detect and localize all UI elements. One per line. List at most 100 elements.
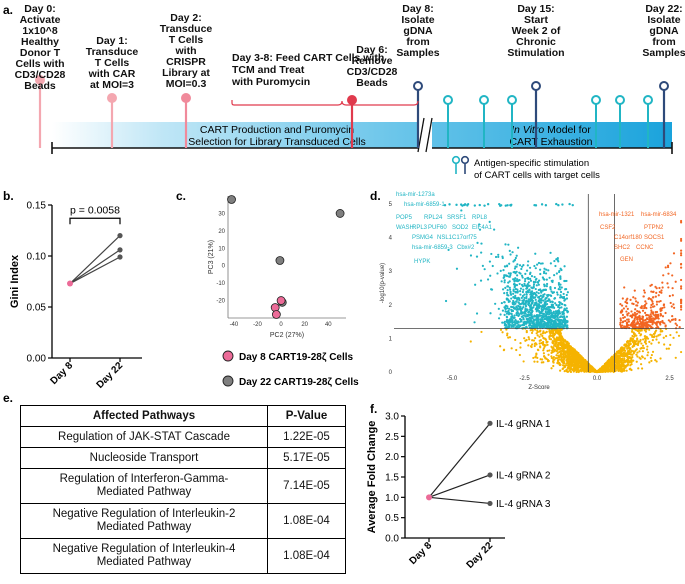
- d-point: [503, 320, 506, 323]
- d-point: [616, 357, 620, 360]
- d-point: [510, 312, 513, 315]
- d-point: [559, 347, 562, 350]
- d-point: [651, 335, 654, 338]
- d-point: [561, 321, 564, 324]
- d-point: [561, 360, 564, 363]
- d-point: [680, 266, 683, 269]
- d-point: [507, 300, 510, 303]
- d-point: [608, 359, 611, 362]
- d-point-top: [459, 203, 463, 206]
- d-point: [507, 243, 510, 246]
- d-point: [660, 330, 664, 333]
- d-point: [536, 281, 539, 284]
- d-point: [639, 334, 642, 337]
- d-point: [669, 320, 672, 323]
- d-point: [535, 277, 538, 280]
- event-line: T Cells: [95, 57, 130, 69]
- d-point: [556, 311, 559, 314]
- d-point: [537, 292, 540, 295]
- d-point: [552, 310, 555, 313]
- d-point: [530, 292, 533, 295]
- d-point: [539, 321, 542, 324]
- d-point: [494, 302, 497, 305]
- d-point: [633, 311, 636, 314]
- d-point: [636, 355, 639, 358]
- d-point: [505, 274, 508, 277]
- d-point: [553, 259, 556, 263]
- d-point: [490, 288, 493, 291]
- d-point: [549, 300, 552, 304]
- d-point: [542, 323, 545, 326]
- d-xtick-label: -5.0: [447, 376, 458, 382]
- d-point: [528, 288, 531, 292]
- d-point-top: [571, 203, 574, 207]
- d-point: [553, 344, 556, 347]
- d-point: [641, 356, 644, 359]
- d-point: [511, 251, 514, 254]
- d-point: [621, 355, 625, 358]
- d-point: [550, 312, 553, 315]
- d-point: [677, 334, 681, 337]
- d-point: [644, 318, 647, 322]
- d-point: [655, 287, 658, 290]
- d-point: [635, 360, 638, 363]
- d-point: [566, 370, 569, 373]
- c-point-day8: [276, 296, 286, 305]
- d-point: [639, 321, 643, 325]
- d-point: [649, 313, 652, 316]
- d-point: [549, 309, 552, 313]
- b-ytick-label: 0.10: [27, 252, 47, 263]
- d-point: [532, 286, 535, 289]
- d-point: [650, 353, 653, 357]
- d-point: [566, 352, 569, 355]
- b-ytick-label: 0.15: [27, 201, 47, 212]
- d-point: [573, 348, 576, 351]
- b-point-day8: [67, 280, 73, 287]
- d-point: [648, 361, 651, 364]
- d-point: [640, 363, 643, 366]
- f-ytick-label: 3.0: [385, 412, 399, 423]
- d-point: [658, 290, 661, 294]
- d-point: [643, 322, 646, 325]
- d-point: [540, 301, 543, 304]
- event-pin: [347, 95, 357, 105]
- d-point: [523, 293, 526, 296]
- d-point: [549, 286, 552, 290]
- d-point: [650, 334, 654, 337]
- event-pin: [35, 75, 45, 85]
- d-point: [680, 301, 683, 304]
- d-point: [557, 339, 560, 342]
- d-point: [480, 251, 483, 254]
- d-point: [527, 260, 530, 263]
- d-point: [519, 293, 522, 296]
- d-point: [506, 320, 509, 323]
- d-point: [625, 305, 628, 308]
- b-xtick-label: Day 8: [48, 360, 75, 387]
- d-point: [510, 324, 513, 327]
- header-pathway: Affected Pathways: [20, 405, 268, 427]
- d-point: [627, 342, 630, 345]
- event-pin: [107, 93, 117, 103]
- d-point: [638, 314, 641, 317]
- d-point: [460, 209, 463, 212]
- d-point: [649, 284, 652, 287]
- d-point: [650, 309, 653, 312]
- stim-legend-circle-navy: [460, 155, 470, 165]
- d-ytick-label: 4: [389, 236, 393, 242]
- d-point: [562, 359, 565, 363]
- d-point: [547, 359, 550, 363]
- d-point: [577, 370, 580, 374]
- d-point: [609, 368, 612, 371]
- event-line: 1x10^8: [22, 25, 57, 37]
- d-point: [561, 319, 564, 322]
- d-point: [535, 304, 538, 307]
- d-point-top: [455, 203, 458, 207]
- d-point: [526, 308, 529, 312]
- d-point: [528, 338, 531, 341]
- d-point: [535, 332, 538, 335]
- d-point: [506, 298, 509, 301]
- d-point: [509, 273, 512, 277]
- d-point: [655, 300, 659, 303]
- d-point: [680, 285, 683, 288]
- d-point: [525, 317, 528, 321]
